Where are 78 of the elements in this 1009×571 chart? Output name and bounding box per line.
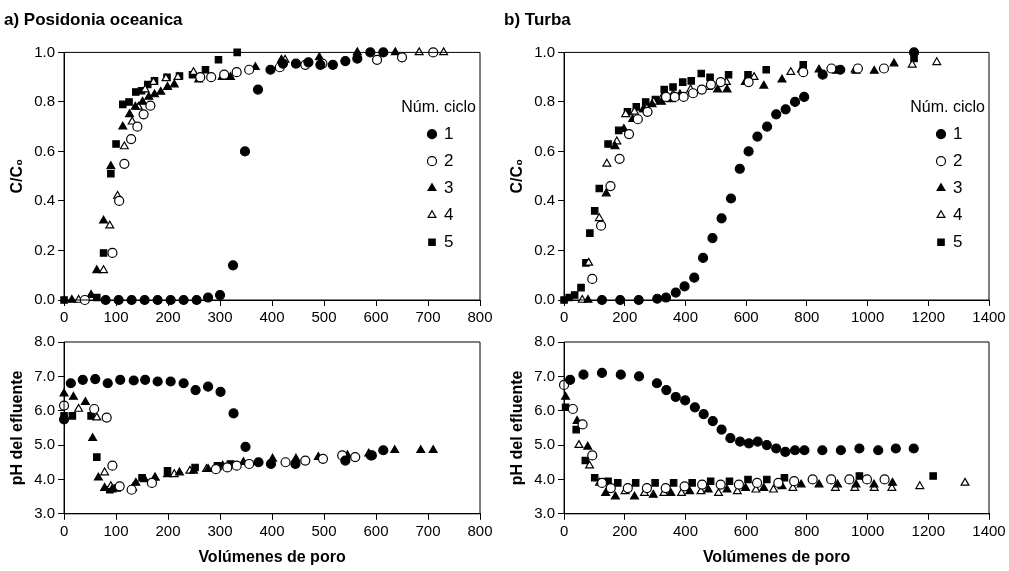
y-tick-label: 0.4: [534, 191, 556, 209]
legend-label: 1: [444, 123, 454, 143]
x-tick-label: 300: [207, 521, 233, 539]
y-tick-label: 6.0: [34, 400, 56, 418]
y-axis-title: C/C₀: [508, 158, 526, 194]
y-axis-title: C/C₀: [8, 158, 26, 194]
y-axis-title: pH del efluente: [508, 370, 526, 486]
x-tick-label: 600: [363, 521, 389, 539]
y-tick-label: 1.0: [34, 42, 56, 60]
y-tick-label: 0.4: [34, 191, 56, 209]
x-tick-label: 1400: [972, 308, 1006, 326]
y-tick-label: 7.0: [34, 366, 56, 384]
x-tick-label: 400: [259, 521, 285, 539]
y-tick-label: 3.0: [534, 503, 556, 521]
y-tick-label: 5.0: [534, 435, 556, 453]
y-tick-label: 5.0: [34, 435, 56, 453]
y-tick-label: 4.0: [534, 469, 556, 487]
y-tick-label: 4.0: [34, 469, 56, 487]
y-tick-label: 3.0: [34, 503, 56, 521]
x-tick-label: 400: [672, 521, 698, 539]
y-tick-label: 0.0: [34, 290, 56, 308]
legend-title: Núm. ciclo: [401, 97, 477, 115]
x-tick-label: 1200: [911, 521, 945, 539]
x-tick-label: 200: [612, 308, 638, 326]
y-axis-title: pH del efluente: [8, 370, 26, 486]
x-tick-label: 1200: [911, 308, 945, 326]
x-tick-label: 800: [467, 521, 493, 539]
y-tick-label: 0.8: [534, 92, 556, 110]
chart-title: b) Turba: [504, 9, 572, 29]
x-tick-label: 400: [672, 308, 698, 326]
x-tick-label: 800: [467, 308, 493, 326]
x-tick-label: 0: [59, 521, 69, 539]
x-tick-label: 1000: [850, 521, 885, 539]
x-tick-label: 500: [311, 308, 337, 326]
y-tick-label: 8.0: [34, 332, 56, 350]
x-tick-label: 600: [733, 308, 759, 326]
x-tick-label: 100: [103, 521, 129, 539]
y-tick-label: 0.8: [34, 92, 56, 110]
x-tick-label: 400: [259, 308, 285, 326]
x-tick-label: 200: [155, 521, 181, 539]
legend-label: 2: [953, 150, 963, 170]
x-tick-label: 0: [559, 308, 569, 326]
y-tick-label: 8.0: [534, 332, 556, 350]
x-axis-title: Volúmenes de poro: [198, 547, 346, 565]
x-axis-title: Volúmenes de poro: [702, 547, 851, 565]
x-tick-label: 200: [155, 308, 181, 326]
x-tick-label: 100: [103, 308, 129, 326]
x-tick-label: 0: [559, 521, 569, 539]
x-tick-label: 0: [59, 308, 69, 326]
y-tick-label: 6.0: [534, 400, 556, 418]
legend-label: 5: [953, 231, 963, 251]
x-tick-label: 600: [733, 521, 759, 539]
legend-label: 2: [444, 150, 454, 170]
x-tick-label: 700: [415, 308, 441, 326]
x-tick-label: 600: [363, 308, 389, 326]
y-tick-label: 0.2: [34, 240, 56, 258]
x-tick-label: 800: [794, 308, 820, 326]
x-tick-label: 1000: [850, 308, 885, 326]
legend-label: 1: [953, 123, 963, 143]
legend-label: 3: [953, 177, 963, 197]
legend-label: 4: [953, 204, 963, 224]
chart-title: a) Posidonia oceanica: [4, 9, 184, 29]
y-tick-label: 0.2: [534, 240, 556, 258]
legend-label: 5: [444, 231, 454, 251]
y-tick-label: 0.6: [534, 141, 556, 159]
y-tick-label: 1.0: [534, 42, 556, 60]
x-tick-label: 200: [612, 521, 638, 539]
x-tick-label: 700: [415, 521, 441, 539]
y-tick-label: 0.0: [534, 290, 556, 308]
x-tick-label: 800: [794, 521, 820, 539]
legend-label: 4: [444, 204, 454, 224]
legend-title: Núm. ciclo: [910, 97, 986, 115]
x-tick-label: 300: [207, 308, 233, 326]
y-tick-label: 7.0: [534, 366, 556, 384]
x-tick-label: 500: [311, 521, 337, 539]
x-tick-label: 1400: [972, 521, 1006, 539]
legend-label: 3: [444, 177, 454, 197]
y-tick-label: 0.6: [34, 141, 56, 159]
